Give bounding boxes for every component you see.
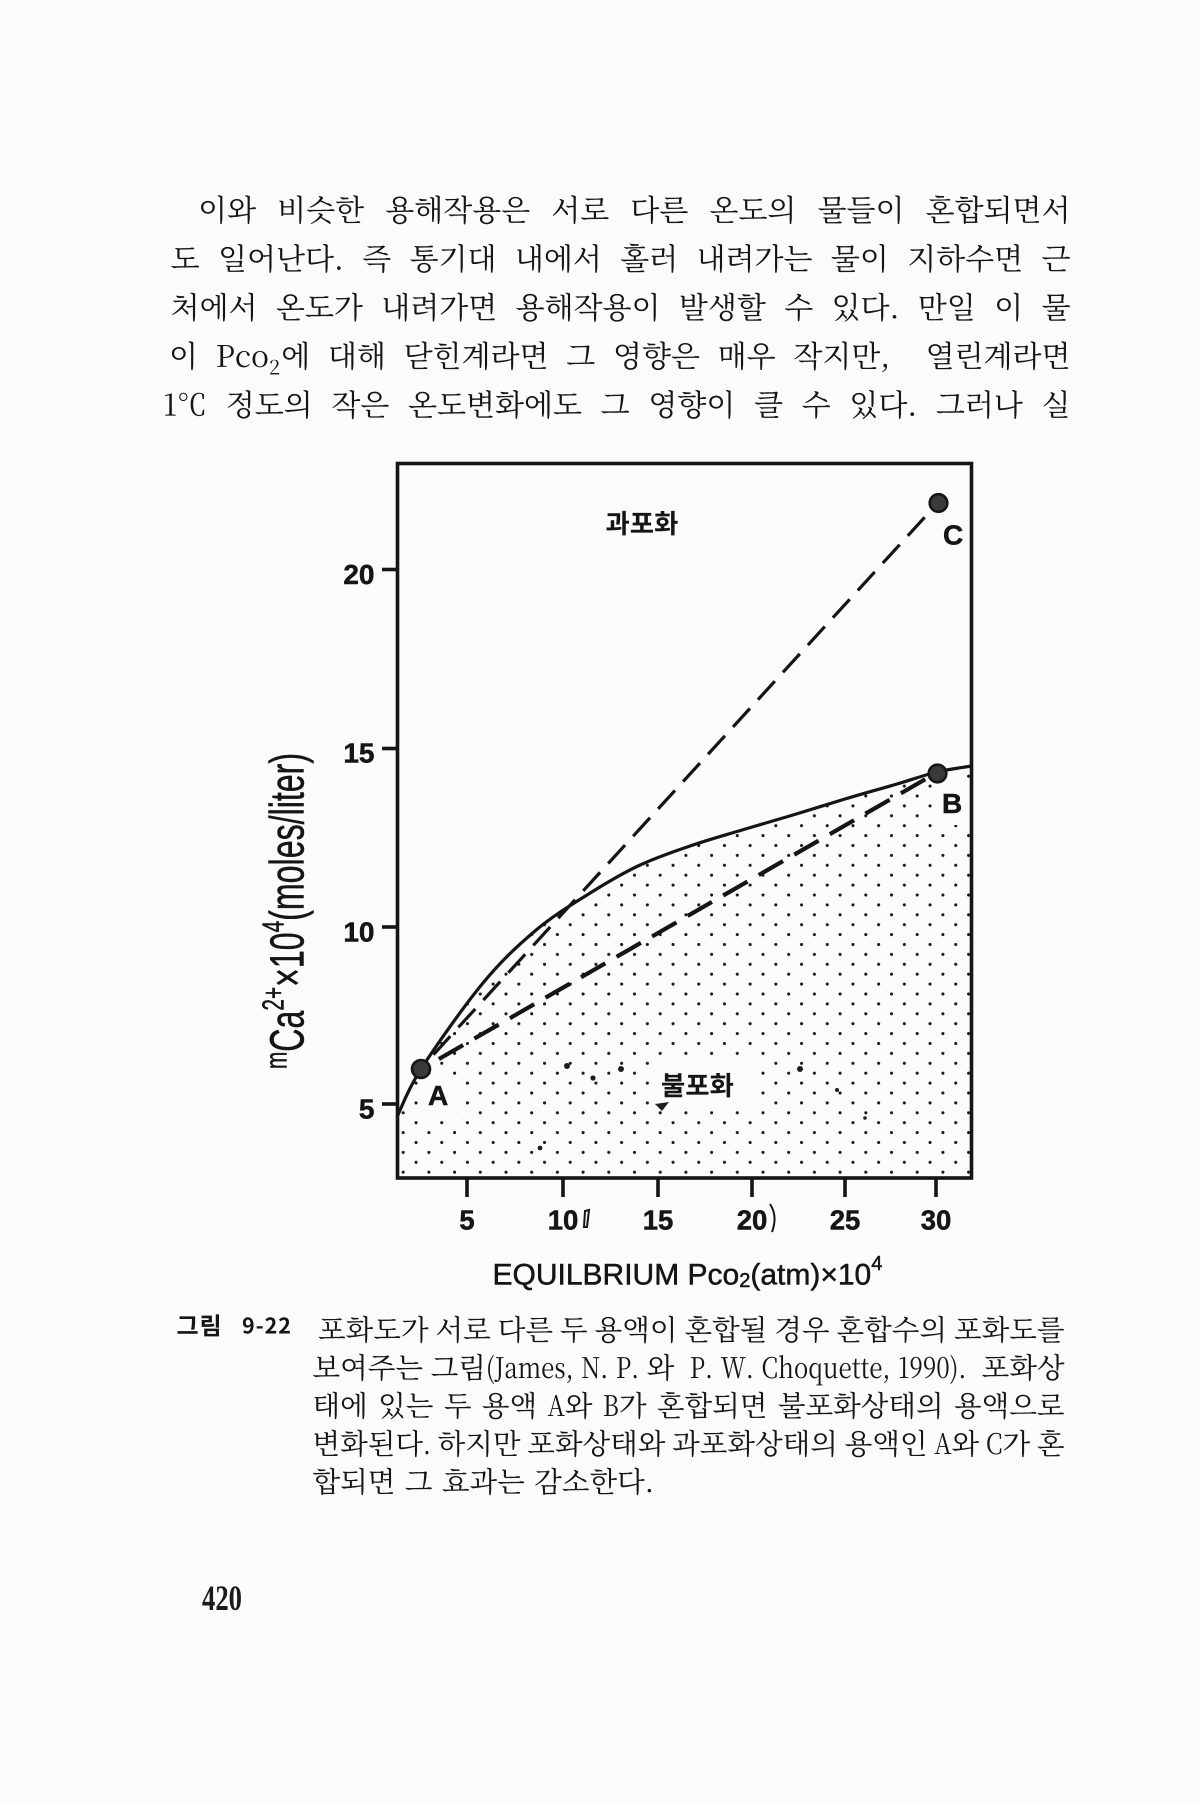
svg-text:25: 25 [830, 1205, 861, 1236]
svg-text:5: 5 [459, 1205, 474, 1236]
svg-text:20: 20 [343, 559, 374, 590]
svg-text:20: 20 [737, 1205, 768, 1236]
svg-text:420: 420 [202, 1578, 242, 1618]
svg-text:5: 5 [359, 1094, 375, 1125]
svg-text:EQUILBRIUM Pco2(atm)×104: EQUILBRIUM Pco2(atm)×104 [493, 1253, 883, 1292]
svg-text:30: 30 [921, 1205, 952, 1236]
svg-text:10: 10 [343, 917, 374, 948]
svg-text:C: C [943, 520, 963, 551]
svg-text:15: 15 [343, 738, 374, 769]
svg-text:mCa2+×104(moles/liter): mCa2+×104(moles/liter) [255, 753, 314, 1069]
svg-text:A: A [428, 1080, 448, 1111]
svg-text:15: 15 [643, 1205, 674, 1236]
svg-text:10: 10 [548, 1205, 579, 1236]
svg-text:B: B [942, 788, 962, 819]
